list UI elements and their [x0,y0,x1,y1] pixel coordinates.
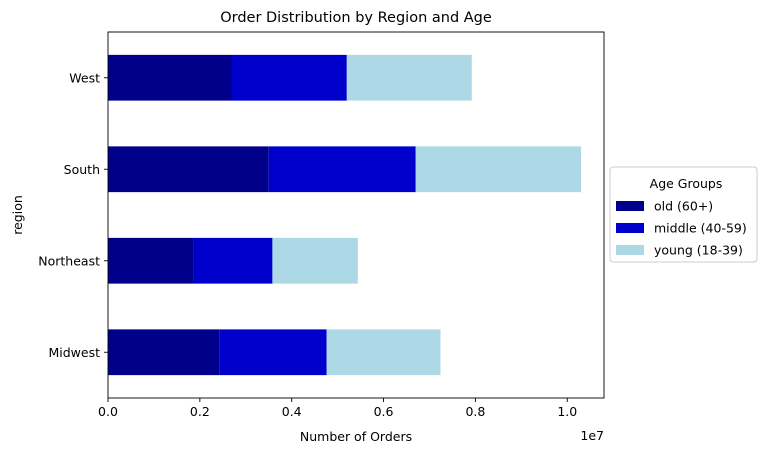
x-tick-label: 0.0 [98,404,118,419]
y-axis-label: region [10,195,25,235]
bar-northeast-young [272,237,358,284]
legend-label-old: old (60+) [654,199,713,214]
bars-group [108,54,582,376]
legend-swatch-middle [616,223,644,233]
bar-west-old [108,54,232,101]
bar-west-young [346,54,472,101]
legend: Age Groups old (60+) middle (40-59) young … [609,166,758,263]
bar-midwest-young [326,329,441,376]
x-axis-offset-label: 1e7 [580,428,604,443]
y-tick-label-south: South [64,162,100,177]
legend-label-young: young (18-39) [654,243,743,258]
bar-south-young [415,146,582,193]
y-tick-label-midwest: Midwest [48,345,100,360]
chart-title: Order Distribution by Region and Age [220,10,492,26]
x-tick-label: 0.8 [465,404,485,419]
plot-frame [107,31,605,399]
x-axis-label: Number of Orders [300,429,412,444]
bar-northeast-old [108,237,194,284]
legend-swatch-old [616,201,644,211]
legend-frame [609,166,758,263]
x-tick-label: 0.6 [374,404,394,419]
x-axis-ticks: 0.0 0.2 0.4 0.6 0.8 1.0 [98,398,577,419]
bar-south-old [108,146,269,193]
x-tick-label: 0.4 [282,404,302,419]
bar-south-middle [268,146,416,193]
bar-west-middle [232,54,347,101]
legend-items: old (60+) middle (40-59) young (18-39) [616,199,747,258]
y-tick-label-west: West [69,70,100,85]
x-tick-label: 0.2 [190,404,210,419]
bar-midwest-middle [219,329,327,376]
y-tick-label-northeast: Northeast [38,253,100,268]
bar-midwest-old [108,329,220,376]
y-axis-ticks: Midwest Northeast South West [38,70,108,360]
x-tick-label: 1.0 [557,404,577,419]
legend-title: Age Groups [650,176,723,191]
legend-swatch-young [616,245,644,255]
bar-northeast-middle [193,237,273,284]
legend-label-middle: middle (40-59) [654,221,747,236]
